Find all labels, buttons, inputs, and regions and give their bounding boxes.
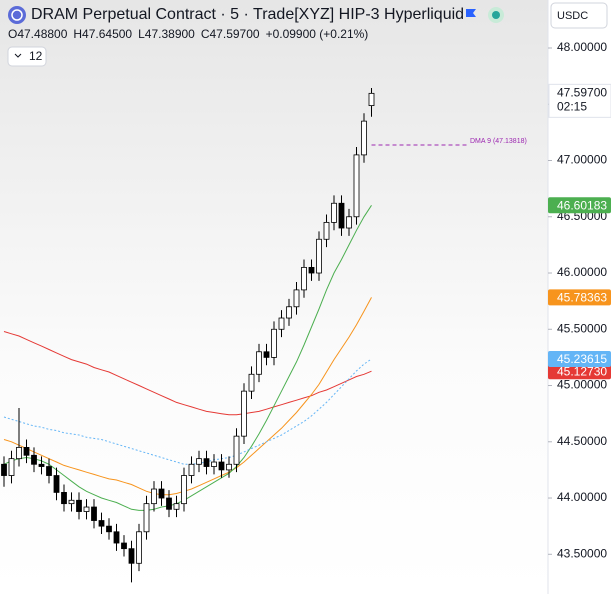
logo-ring	[11, 9, 23, 21]
candle-body	[233, 435, 240, 465]
candle-body	[158, 488, 165, 499]
candle-body	[1, 463, 7, 476]
y-tick-label: 45.50000	[557, 321, 607, 335]
candle-body	[151, 488, 157, 505]
header: DRAM Perpetual Contract · 5 · Trade[XYZ]…	[7, 2, 608, 67]
price-badge	[548, 350, 611, 367]
y-tick-label: 43.50000	[557, 546, 607, 560]
symbol-title[interactable]: DRAM Perpetual Contract · 5 · Trade[XYZ]…	[31, 6, 464, 23]
ohlc-value: L47.38900	[138, 27, 195, 41]
candle-body	[173, 503, 180, 510]
candle-body	[271, 328, 277, 358]
candle-body	[308, 266, 315, 274]
candle-body	[248, 373, 255, 392]
candle-body	[331, 202, 337, 223]
last-price-badge	[548, 83, 611, 118]
candle-body	[346, 216, 352, 229]
price-badge	[548, 197, 611, 214]
candle-body	[91, 506, 97, 521]
candle-body	[361, 120, 367, 156]
price-badge-label: 45.78363	[557, 291, 607, 305]
candle-body	[203, 458, 210, 467]
candle-body	[278, 317, 285, 330]
y-tick-label: 47.00000	[557, 153, 607, 167]
candle-body	[166, 497, 172, 510]
y-tick-label: 45.00000	[557, 378, 607, 392]
candle-body	[286, 306, 292, 319]
candle-body	[38, 463, 45, 467]
ohlc-value: O47.48800	[8, 27, 68, 41]
candle-body	[218, 461, 225, 471]
candle-body	[338, 202, 345, 229]
candle-body	[98, 520, 105, 527]
candle-body	[181, 475, 187, 505]
flag-icon[interactable]	[466, 9, 476, 17]
candle-body	[263, 351, 270, 358]
status-dot	[492, 11, 500, 19]
y-tick-label: 48.00000	[557, 40, 607, 54]
candle-body	[16, 447, 22, 460]
y-tick-label: 46.00000	[557, 265, 607, 279]
moving-average	[3, 297, 372, 496]
y-tick-label: 44.50000	[557, 434, 607, 448]
dma-label: DMA 9 (47.13818)	[470, 138, 527, 145]
candle-body	[53, 475, 60, 493]
candle-body	[226, 463, 232, 471]
plot: DMA 9 (47.13818)	[1, 87, 527, 583]
candle-body	[211, 461, 217, 467]
ohlc-value: C47.59700	[201, 27, 260, 41]
candle-body	[128, 548, 135, 564]
ohlc-line: O47.48800 H47.64500 L47.38900 C47.59700 +0.0…	[8, 27, 368, 41]
candle-body	[323, 221, 330, 240]
candle-body	[293, 289, 300, 308]
candle-body	[121, 542, 127, 550]
chevron	[14, 53, 22, 58]
candle-body	[83, 506, 90, 512]
candle-body	[106, 525, 112, 533]
indicator-toggle[interactable]	[7, 46, 47, 67]
candle-body	[46, 466, 52, 476]
last-price: 47.59700	[557, 86, 607, 100]
currency-select[interactable]	[550, 2, 608, 29]
candle-body	[61, 492, 67, 505]
price-badge	[548, 289, 611, 306]
candle-body	[316, 238, 322, 274]
logo	[8, 6, 26, 24]
price-axis: 48.0000047.5000047.0000046.5000046.00000…	[548, 40, 611, 560]
price-badge	[548, 363, 611, 380]
candle-body	[301, 266, 307, 291]
ohlc-value: +0.09900 (+0.21%)	[266, 27, 369, 41]
candle-body	[188, 463, 195, 476]
candle-body	[8, 458, 15, 476]
y-tick-label: 44.00000	[557, 490, 607, 504]
price-badge-label: 45.12730	[557, 364, 607, 378]
price-badge-label: 45.23615	[557, 352, 607, 366]
candle-body	[353, 154, 360, 218]
candle-body	[76, 499, 82, 512]
candle-body	[196, 458, 202, 465]
ohlc-value: H47.64500	[73, 27, 132, 41]
candle-body	[143, 503, 150, 533]
candle-body	[23, 447, 30, 456]
plot-background	[0, 0, 548, 594]
countdown: 02:15	[557, 100, 587, 114]
price-badge-label: 46.60183	[557, 198, 607, 212]
indicator-count: 12	[29, 49, 43, 63]
candle-body	[68, 499, 75, 505]
candle-body	[136, 531, 142, 564]
candle-body	[368, 92, 375, 107]
candle-body	[113, 531, 120, 544]
candle-body	[31, 454, 37, 465]
candle-body	[241, 390, 247, 437]
moving-average	[3, 205, 372, 511]
currency: USDC	[557, 10, 588, 22]
candle-body	[256, 351, 262, 375]
